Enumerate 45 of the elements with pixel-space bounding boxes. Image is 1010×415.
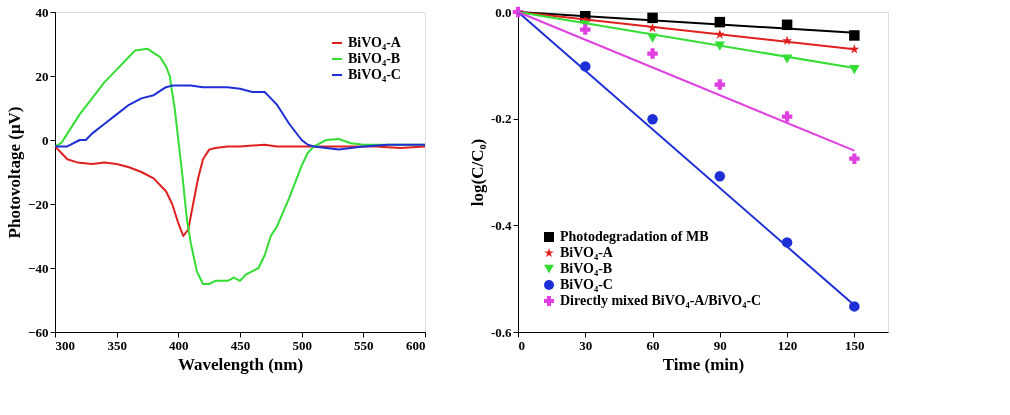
y-axis-title: Photovoltage (μV) — [5, 106, 25, 239]
x-axis-title: Wavelength (nm) — [177, 354, 304, 374]
x-tick-label: 120 — [777, 337, 798, 353]
x-tick-label: 0 — [518, 337, 525, 353]
legend-label: BiVO₄-B — [560, 261, 613, 276]
point — [714, 171, 726, 182]
legend-label: BiVO₄-A — [560, 245, 614, 260]
y-tick-label: −20 — [28, 196, 49, 212]
y-tick-label: 0 — [42, 132, 49, 148]
x-tick-label: 30 — [579, 337, 593, 353]
x-axis-title: Time (min) — [662, 354, 745, 374]
x-tick-label: 90 — [713, 337, 727, 353]
y-tick-label: -0.4 — [490, 217, 512, 233]
legend-label: Photodegradation of MB — [560, 229, 709, 244]
x-tick-label: 400 — [169, 337, 189, 353]
x-tick-label: 600 — [406, 337, 426, 353]
x-tick-label: 150 — [845, 337, 865, 353]
y-tick-label: 0.0 — [495, 4, 512, 20]
point — [781, 111, 793, 122]
y-tick-label: 20 — [35, 68, 49, 84]
x-tick-label: 550 — [354, 337, 374, 353]
legend-label: BiVO₄-C — [348, 67, 401, 82]
x-tick-label: 60 — [646, 337, 660, 353]
legend-label: BiVO₄-A — [348, 35, 402, 50]
y-tick-label: −60 — [28, 324, 49, 340]
legend-label: Directly mixed BiVO₄-A/BiVO₄-C — [560, 293, 762, 308]
x-tick-label: 350 — [107, 337, 127, 353]
legend-label: BiVO₄-B — [348, 51, 401, 66]
point — [714, 79, 726, 90]
point — [647, 113, 658, 125]
y-tick-label: -0.2 — [490, 111, 512, 127]
point — [849, 30, 860, 41]
line-series — [54, 143, 426, 237]
x-tick-label: 500 — [292, 337, 312, 353]
point — [647, 48, 658, 59]
legend-label: BiVO₄-C — [560, 277, 613, 292]
y-tick-label: -0.6 — [490, 324, 512, 340]
point — [849, 153, 860, 164]
line-series — [54, 84, 426, 151]
y-axis-title: log(C/C₀) — [467, 138, 487, 207]
y-tick-label: 40 — [35, 4, 49, 20]
y-tick-label: −40 — [28, 260, 49, 276]
point — [580, 24, 591, 35]
x-tick-label: 450 — [230, 337, 251, 353]
x-tick-label: 300 — [55, 337, 75, 353]
